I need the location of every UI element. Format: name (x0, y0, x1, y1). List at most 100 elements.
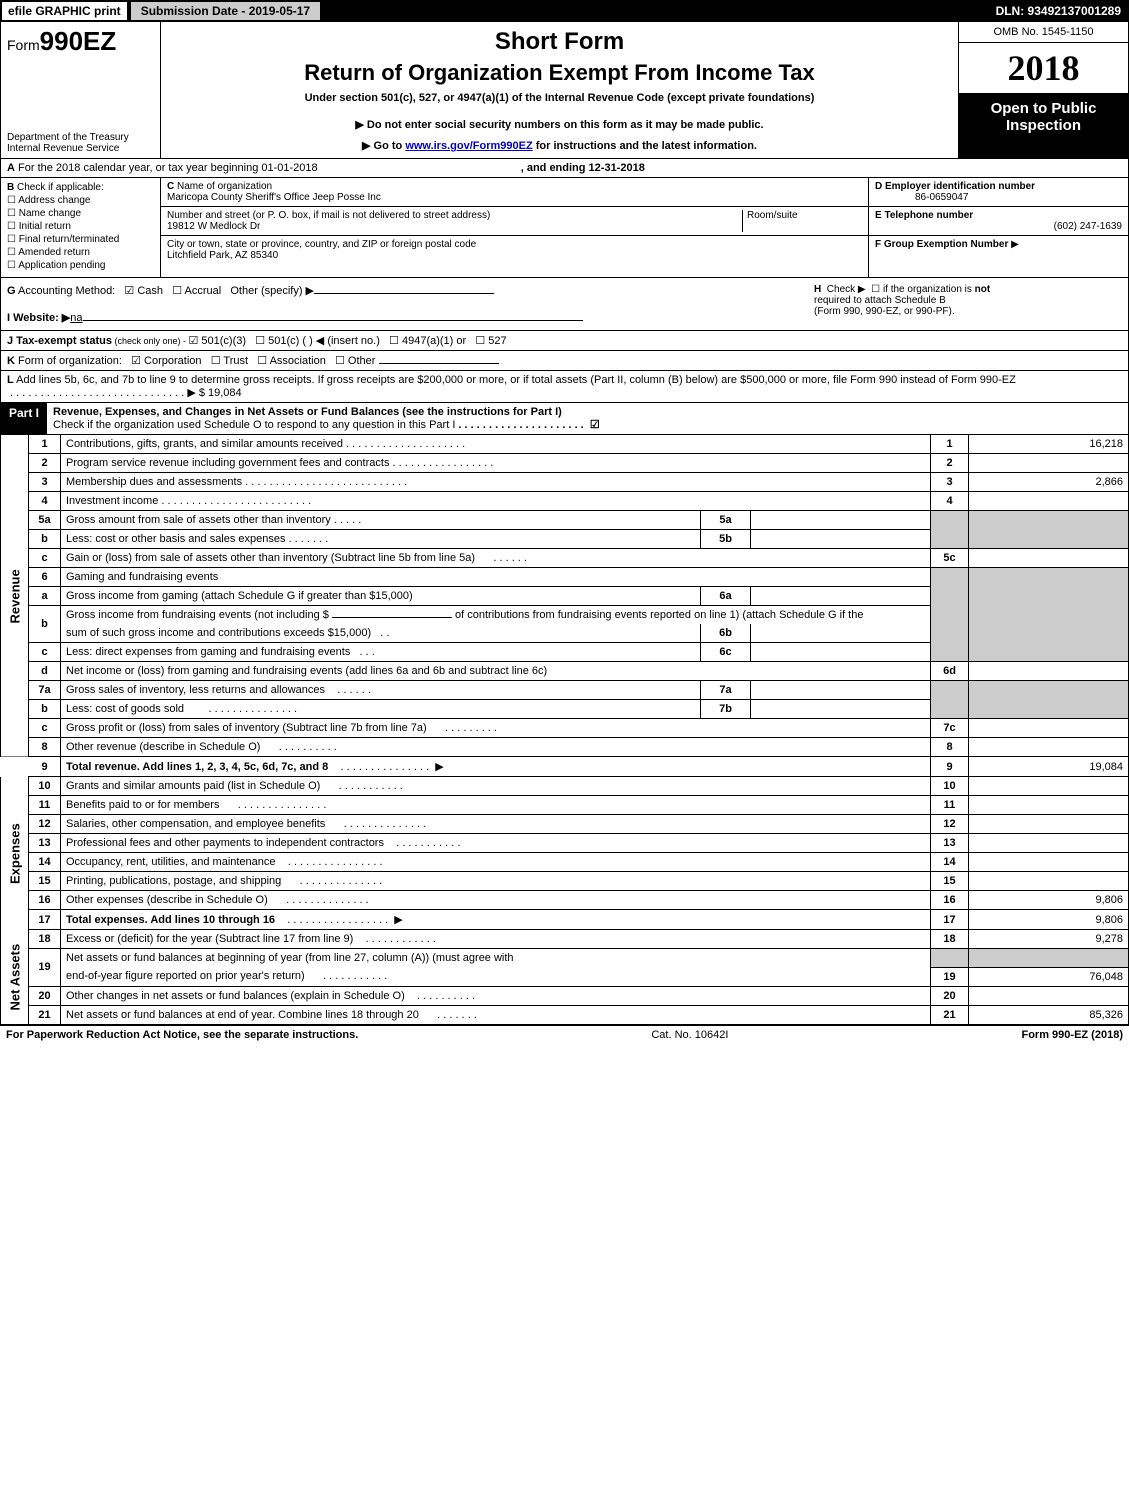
line-col: 20 (931, 986, 969, 1005)
city-cell: City or town, state or province, country… (161, 236, 868, 264)
desc-text: Total revenue. Add lines 1, 2, 3, 4, 5c,… (66, 761, 328, 773)
footer: For Paperwork Reduction Act Notice, see … (0, 1025, 1129, 1044)
expenses-vlabel: Expenses (1, 777, 29, 930)
g-line: G Accounting Method: ☑ Cash ☐ Accrual Ot… (7, 284, 802, 297)
goto-suffix: for instructions and the latest informat… (533, 140, 757, 152)
j-501c[interactable]: 501(c) ( ) ◀ (insert no.) (268, 335, 380, 347)
j-4947[interactable]: 4947(a)(1) or (402, 335, 466, 347)
spacer (1, 757, 29, 777)
line-num: 5a (29, 511, 61, 530)
line-col: 6d (931, 662, 969, 681)
line-desc: Gain or (loss) from sale of assets other… (61, 549, 931, 568)
desc-text: Less: direct expenses from gaming and fu… (66, 646, 350, 658)
line-amount (969, 662, 1129, 681)
table-row: c Gross profit or (loss) from sales of i… (1, 719, 1129, 738)
line-col: 3 (931, 473, 969, 492)
table-row: 16 Other expenses (describe in Schedule … (1, 891, 1129, 910)
h-text1: if the organization is (883, 284, 975, 295)
table-row: 12 Salaries, other compensation, and emp… (1, 815, 1129, 834)
line-num: 19 (29, 949, 61, 987)
line-desc: Total expenses. Add lines 10 through 16 … (61, 910, 931, 930)
sub-val (751, 530, 931, 549)
line-amount: 9,806 (969, 910, 1129, 930)
footer-mid: Cat. No. 10642I (651, 1029, 728, 1041)
check-name-change[interactable]: ☐ Name change (7, 208, 154, 219)
h-check: Check ▶ (827, 284, 866, 295)
desc-text: Other expenses (describe in Schedule O) (66, 894, 268, 906)
check-initial-return[interactable]: ☐ Initial return (7, 221, 154, 232)
sub-col: 6a (701, 587, 751, 606)
goto-link[interactable]: www.irs.gov/Form990EZ (405, 140, 532, 152)
check-address-change[interactable]: ☐ Address change (7, 195, 154, 206)
l-amount: ▶ $ 19,084 (187, 387, 241, 399)
desc-text: Printing, publications, postage, and shi… (66, 875, 281, 887)
phone-cell: E Telephone number (602) 247-1639 (869, 207, 1128, 236)
k-other[interactable]: Other (348, 355, 376, 367)
entity-left: B Check if applicable: ☐ Address change … (1, 178, 161, 277)
top-bar: efile GRAPHIC print Submission Date - 20… (0, 0, 1129, 22)
check-label: Amended return (18, 247, 90, 258)
open-to-public: Open to Public Inspection (959, 94, 1128, 158)
g-accrual[interactable]: Accrual (185, 285, 222, 297)
form-number: Form990EZ (7, 26, 154, 57)
desc-text: Total expenses. Add lines 10 through 16 (66, 914, 275, 926)
department: Department of the Treasury Internal Reve… (7, 132, 154, 154)
check-application-pending[interactable]: ☐ Application pending (7, 260, 154, 271)
do-not-enter: ▶ Do not enter social security numbers o… (167, 118, 952, 131)
line-amount: 9,806 (969, 891, 1129, 910)
f-arrow: ▶ (1011, 239, 1019, 250)
line-num: 3 (29, 473, 61, 492)
line-num: a (29, 587, 61, 606)
desc-text: Investment income (66, 495, 158, 507)
desc-text: Other changes in net assets or fund bala… (66, 990, 405, 1002)
k-line: K Form of organization: ☑ Corporation ☐ … (0, 351, 1129, 371)
table-row: d Net income or (loss) from gaming and f… (1, 662, 1129, 681)
city-label: City or town, state or province, country… (167, 239, 476, 250)
sub-val (751, 700, 931, 719)
k-trust[interactable]: Trust (223, 355, 248, 367)
entity-mid: C Name of organization Maricopa County S… (161, 178, 868, 277)
sub-col: 5a (701, 511, 751, 530)
check-amended-return[interactable]: ☐ Amended return (7, 247, 154, 258)
k-label: K (7, 355, 15, 367)
sub-val (751, 681, 931, 700)
street: 19812 W Medlock Dr (167, 221, 260, 232)
line-amount: 2,866 (969, 473, 1129, 492)
line-amount (969, 986, 1129, 1005)
footer-right: Form 990-EZ (2018) (1021, 1029, 1123, 1041)
desc-text: Occupancy, rent, utilities, and maintena… (66, 856, 276, 868)
footer-left: For Paperwork Reduction Act Notice, see … (6, 1029, 358, 1041)
line-desc: Investment income . . . . . . . . . . . … (61, 492, 931, 511)
line-amount (969, 796, 1129, 815)
k-assoc[interactable]: Association (270, 355, 326, 367)
goto-line: ▶ Go to www.irs.gov/Form990EZ for instru… (167, 139, 952, 152)
j-527[interactable]: 527 (488, 335, 506, 347)
shade-cell (969, 949, 1129, 968)
table-row: 14 Occupancy, rent, utilities, and maint… (1, 853, 1129, 872)
table-row: 11 Benefits paid to or for members . . .… (1, 796, 1129, 815)
shade-cell (969, 511, 1129, 549)
line-amount (969, 719, 1129, 738)
street-label: Number and street (or P. O. box, if mail… (167, 210, 490, 221)
table-row: 4 Investment income . . . . . . . . . . … (1, 492, 1129, 511)
k-corp[interactable]: Corporation (144, 355, 201, 367)
line-col: 17 (931, 910, 969, 930)
line-desc: Gross profit or (loss) from sales of inv… (61, 719, 931, 738)
line-col: 13 (931, 834, 969, 853)
g-other[interactable]: Other (specify) ▶ (230, 285, 314, 297)
j-501c3[interactable]: 501(c)(3) (201, 335, 246, 347)
revenue-vlabel: Revenue (1, 435, 29, 757)
b-header: B Check if applicable: (7, 182, 154, 193)
line-col: 10 (931, 777, 969, 796)
form-header: Form990EZ Department of the Treasury Int… (0, 22, 1129, 159)
website: na (70, 312, 82, 324)
dept-treasury: Department of the Treasury (7, 132, 154, 143)
table-row: Revenue 1 Contributions, gifts, grants, … (1, 435, 1129, 454)
line-desc: sum of such gross income and contributio… (61, 624, 701, 643)
line-col: 9 (931, 757, 969, 777)
line-col: 11 (931, 796, 969, 815)
check-label: Application pending (18, 260, 105, 271)
check-final-return[interactable]: ☐ Final return/terminated (7, 234, 154, 245)
g-cash[interactable]: Cash (137, 285, 163, 297)
header-mid: Short Form Return of Organization Exempt… (161, 22, 958, 158)
